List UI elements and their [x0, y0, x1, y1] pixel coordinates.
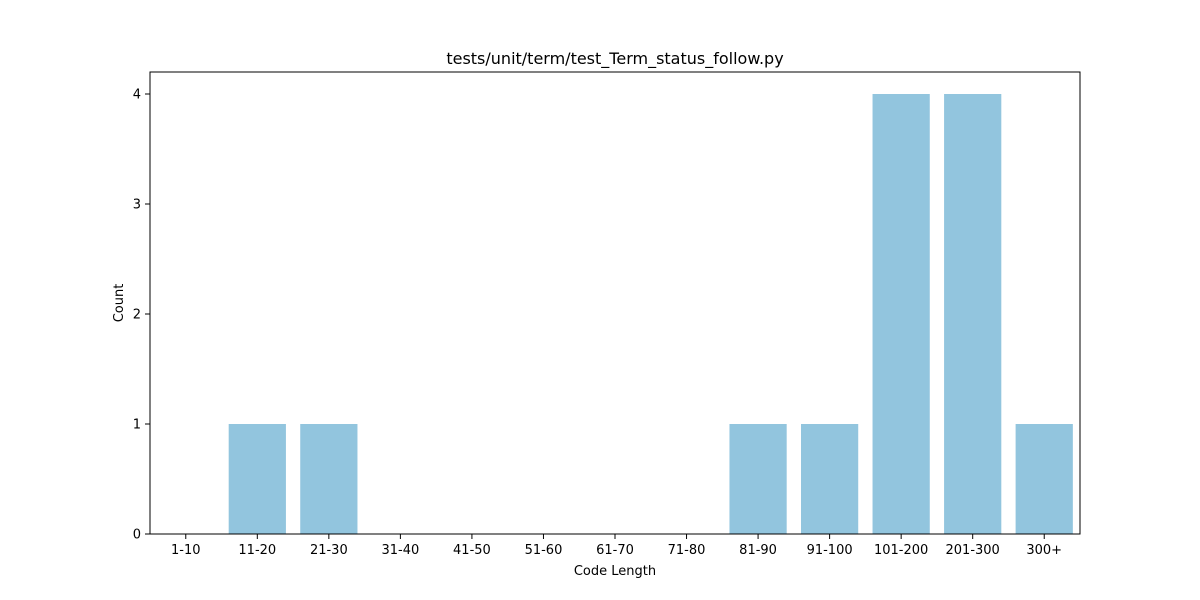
y-tick-label: 4	[133, 88, 141, 103]
x-tick-label: 201-300	[946, 543, 1000, 558]
x-tick-label: 51-60	[525, 543, 563, 558]
bar-81-90	[729, 424, 787, 534]
bar-21-30	[300, 424, 358, 534]
plot-frame	[149, 71, 1081, 535]
bar-11-20	[228, 424, 286, 534]
x-tick-label: 81-90	[739, 543, 777, 558]
x-tick-label: 91-100	[807, 543, 853, 558]
y-tick-label: 2	[133, 308, 141, 323]
x-tick-label: 31-40	[381, 543, 419, 558]
y-tick-label: 3	[133, 198, 141, 213]
x-axis-label: Code Length	[574, 564, 656, 579]
bars-group	[228, 94, 1073, 534]
x-tick-label: 300+	[1026, 543, 1062, 558]
x-tick-label: 61-70	[596, 543, 634, 558]
y-tick-label: 0	[133, 528, 141, 543]
y-axis-label: Count	[112, 284, 127, 323]
x-tick-label: 21-30	[310, 543, 348, 558]
y-axis-ticks: 0 1 2 3 4	[133, 88, 150, 543]
x-tick-label: 101-200	[874, 543, 928, 558]
y-tick-label: 1	[133, 418, 141, 433]
x-axis-ticks: 1-10 11-20 21-30 31-40 41-50 51-60 61-70 71-80 8…	[171, 534, 1062, 558]
bar-101-200	[872, 94, 930, 534]
x-tick-label: 1-10	[171, 543, 201, 558]
bar-201-300	[944, 94, 1002, 534]
x-tick-label: 41-50	[453, 543, 491, 558]
bar-91-100	[801, 424, 859, 534]
chart-title: tests/unit/term/test_Term_status_follow.…	[446, 49, 783, 69]
x-tick-label: 11-20	[238, 543, 276, 558]
bar-300+	[1015, 424, 1073, 534]
x-tick-label: 71-80	[668, 543, 706, 558]
